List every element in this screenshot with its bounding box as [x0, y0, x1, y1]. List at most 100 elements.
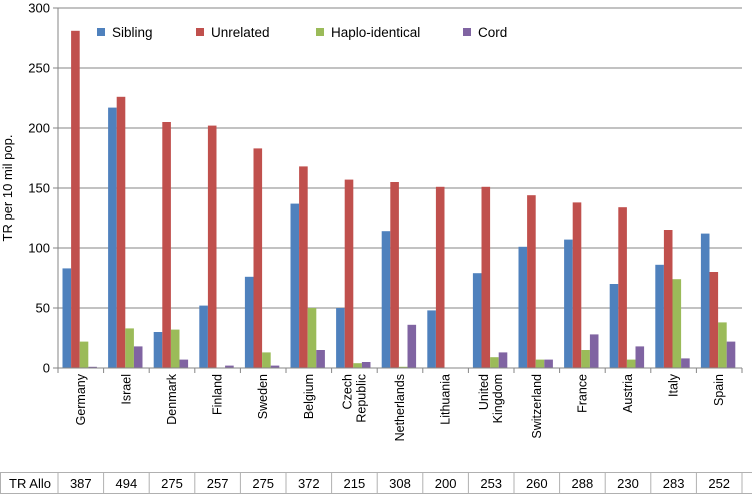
bar: [481, 186, 491, 368]
bar: [262, 352, 271, 368]
bar: [681, 358, 690, 368]
bar: [518, 246, 528, 368]
tr-allo-value: 387: [70, 476, 92, 491]
bar: [290, 203, 300, 368]
legend-swatch: [97, 28, 105, 36]
y-tick-label: 0: [43, 361, 50, 376]
x-category-label: Netherlands: [393, 374, 407, 441]
bar: [88, 366, 97, 368]
bar: [407, 324, 417, 368]
x-category-label: Lithuania: [439, 374, 453, 425]
y-tick-label: 200: [28, 121, 50, 136]
x-category-label: Finland: [211, 374, 225, 415]
bar: [427, 310, 436, 368]
x-category-label: Austria: [621, 374, 635, 413]
bar: [672, 279, 682, 368]
bar: [535, 359, 545, 368]
bar: [270, 365, 280, 368]
bar: [381, 231, 391, 368]
bar: [316, 350, 325, 368]
bar: [344, 179, 354, 368]
bar: [700, 233, 710, 368]
x-category-label: Belgium: [302, 374, 316, 419]
bar: [544, 359, 553, 368]
bar: [133, 346, 143, 368]
legend-swatch: [463, 28, 471, 36]
y-tick-labels: 0 50 100 150 200 250 300: [28, 1, 50, 376]
x-category-label: Kingdom: [491, 374, 505, 423]
bar: [336, 308, 345, 368]
tr-allo-label: TR Allo: [9, 476, 51, 491]
y-tick-label: 150: [28, 181, 50, 196]
legend-label: Unrelated: [211, 25, 270, 40]
tr-allo-value: 288: [572, 476, 594, 491]
x-category-label: Switzerland: [530, 374, 544, 439]
tr-allo-value: 252: [708, 476, 730, 491]
tr-allo-value: 257: [207, 476, 229, 491]
bar: [207, 125, 217, 368]
x-category-label: United: [477, 374, 491, 410]
tr-allo-table: TR Allo 387 494 275 257 275 372 215 308 200 253 260…: [0, 472, 752, 494]
bar: [718, 322, 727, 368]
tr-allo-value: 283: [663, 476, 685, 491]
gridlines: [58, 7, 742, 309]
bar: [572, 202, 582, 368]
bar: [398, 366, 408, 368]
tr-allo-value: 230: [617, 476, 639, 491]
bar: [353, 363, 362, 368]
legend-label: Cord: [478, 25, 507, 40]
x-category-label: Italy: [667, 373, 681, 397]
bar: [435, 186, 445, 368]
bar: [618, 207, 627, 368]
bar: [527, 195, 536, 368]
legend: Sibling Unrelated Haplo-identical Cord: [97, 25, 507, 40]
bar: [79, 341, 89, 368]
x-category-label: Sweden: [256, 374, 270, 419]
tr-allo-value: 215: [344, 476, 366, 491]
y-tick-label: 100: [28, 241, 50, 256]
bar: [635, 346, 645, 368]
bar: [655, 264, 664, 368]
bar: [170, 329, 180, 368]
bar: [62, 268, 72, 368]
legend-swatch: [196, 28, 204, 36]
tr-allo-value: 253: [480, 476, 502, 491]
bar: [490, 357, 499, 368]
x-category-label: Germany: [74, 373, 88, 425]
bar: [498, 352, 508, 368]
bar: [581, 350, 590, 368]
bars: [62, 30, 736, 369]
bar: [179, 359, 189, 368]
bar: [564, 239, 573, 368]
bar: [390, 182, 399, 368]
bar: [709, 272, 719, 368]
y-tick-label: 300: [28, 1, 50, 16]
bar: [116, 96, 126, 369]
bar: [153, 332, 163, 368]
bar: [162, 122, 171, 368]
bar: [225, 365, 234, 368]
bar: [199, 305, 208, 368]
bar: [726, 341, 736, 368]
y-tick-label: 250: [28, 61, 50, 76]
y-axis-title: TR per 10 mil pop.: [0, 135, 15, 242]
bar: [307, 308, 317, 368]
bar: [108, 107, 117, 368]
x-category-label: Denmark: [165, 373, 179, 424]
bar: [125, 328, 134, 368]
bar: [589, 334, 599, 368]
bar: [244, 276, 254, 368]
bar: [299, 166, 308, 368]
axes: [53, 7, 743, 373]
tr-allo-value: 308: [389, 476, 411, 491]
tr-allo-value: 260: [526, 476, 548, 491]
x-category-label: Republic: [354, 374, 368, 423]
tr-allo-value: 494: [116, 476, 138, 491]
x-category-label: Israel: [119, 374, 133, 405]
tr-allo-value: 372: [298, 476, 320, 491]
bar: [253, 148, 263, 368]
x-category-label: Spain: [712, 374, 726, 406]
tr-allo-value: 275: [161, 476, 183, 491]
x-category-label: Czech: [340, 374, 354, 409]
